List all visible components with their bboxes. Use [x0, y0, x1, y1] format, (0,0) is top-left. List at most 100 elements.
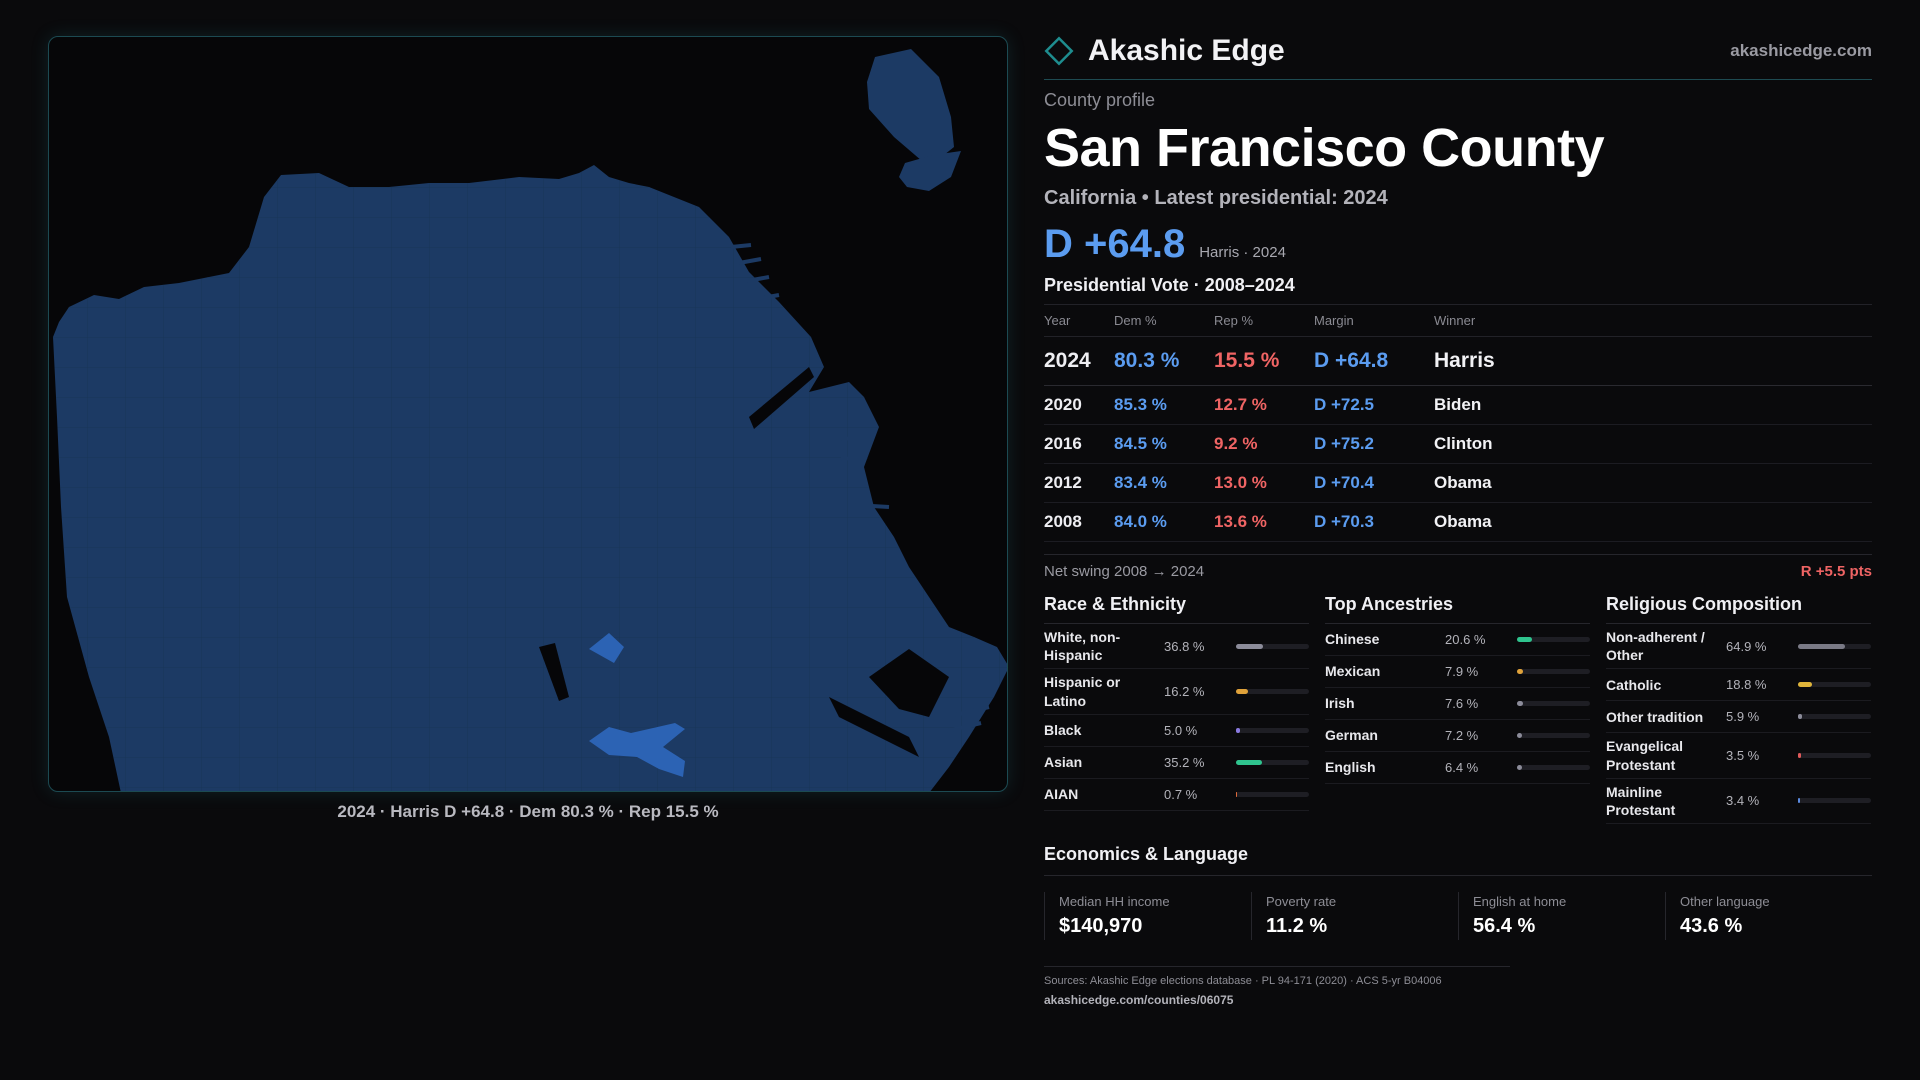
religion-label: Evangelical Protestant	[1606, 738, 1684, 773]
religion-row[interactable]: Catholic 18.8 %	[1606, 669, 1871, 702]
table-row[interactable]: 2024 80.3 % 15.5 % D +64.8 Harris	[1044, 336, 1872, 386]
race-value: 35.2 %	[1164, 754, 1205, 770]
religion-row[interactable]: Other tradition 5.9 %	[1606, 701, 1871, 734]
treasure-island-shape[interactable]	[867, 49, 954, 167]
religion-value: 18.8 %	[1726, 677, 1767, 693]
econ-value: 56.4 %	[1473, 915, 1536, 938]
ancestry-label: Irish	[1325, 695, 1355, 712]
religion-label: Catholic	[1606, 676, 1662, 693]
religion-bar	[1798, 798, 1871, 804]
race-value: 0.7 %	[1164, 786, 1198, 802]
race-row[interactable]: Black 5.0 %	[1044, 715, 1309, 747]
headline-note: Harris · 2024	[1199, 244, 1286, 261]
ancestry-label: German	[1325, 727, 1378, 744]
winner-cell: Clinton	[1434, 424, 1872, 464]
religion-bar	[1798, 714, 1871, 720]
race-label: White, non-Hispanic	[1044, 629, 1121, 664]
brand[interactable]: Akashic Edge	[1044, 34, 1285, 68]
county-map[interactable]	[49, 37, 1008, 792]
religion-label: Non-adherent / Other	[1606, 629, 1705, 664]
header: Akashic Edge akashicedge.com	[1044, 30, 1872, 80]
econ-stat: Other language 43.6 %	[1665, 892, 1872, 941]
ancestry-row[interactable]: Chinese 20.6 %	[1325, 624, 1590, 656]
race-label: Hispanic or Latino	[1044, 674, 1121, 709]
table-row[interactable]: 2020 85.3 % 12.7 % D +72.5 Biden	[1044, 385, 1872, 425]
diamond-logo-icon	[1044, 36, 1074, 65]
race-row[interactable]: Asian 35.2 %	[1044, 747, 1309, 779]
rep-cell: 13.0 %	[1214, 463, 1314, 503]
ancestry-bar-fill	[1517, 765, 1522, 770]
year-cell: 2024	[1044, 336, 1114, 386]
highlight-tract[interactable]	[589, 633, 624, 663]
religion-title: Religious Composition	[1606, 594, 1871, 624]
column-header: Year	[1044, 304, 1114, 337]
religion-bar-fill	[1798, 643, 1846, 649]
ancestry-row[interactable]: English 6.4 %	[1325, 752, 1590, 784]
county-permalink[interactable]: akashicedge.com/counties/06075	[1044, 993, 1234, 1008]
table-row[interactable]: 2012 83.4 % 13.0 % D +70.4 Obama	[1044, 463, 1872, 503]
religion-row[interactable]: Mainline Protestant 3.4 %	[1606, 779, 1871, 825]
econ-stat: Poverty rate 11.2 %	[1251, 892, 1458, 941]
religion-label: Mainline Protestant	[1606, 783, 1676, 818]
page-subtitle: California • Latest presidential: 2024	[1044, 187, 1388, 209]
table-row[interactable]: 2016 84.5 % 9.2 % D +75.2 Clinton	[1044, 424, 1872, 464]
ancestry-bar	[1517, 765, 1590, 770]
religion-bar	[1798, 682, 1871, 688]
race-row[interactable]: AIAN 0.7 %	[1044, 779, 1309, 811]
race-bar	[1236, 727, 1309, 733]
column-header: Rep %	[1214, 304, 1314, 337]
race-label: Black	[1044, 722, 1082, 739]
ancestry-label: Mexican	[1325, 663, 1381, 680]
rep-cell: 13.6 %	[1214, 502, 1314, 542]
bay-inlet	[539, 643, 569, 701]
brand-url-link[interactable]: akashicedge.com	[1730, 40, 1872, 60]
economics-title: Economics & Language	[1044, 844, 1872, 877]
brand-name: Akashic Edge	[1088, 33, 1285, 67]
race-bar	[1236, 689, 1309, 695]
religion-row[interactable]: Non-adherent / Other 64.9 %	[1606, 624, 1871, 670]
ancestry-bar-fill	[1517, 701, 1523, 706]
page-title: San Francisco County	[1044, 118, 1605, 178]
ancestry-value: 7.6 %	[1445, 696, 1479, 711]
religion-bar-fill	[1798, 714, 1803, 720]
winner-cell: Obama	[1434, 463, 1872, 503]
net-swing-row: Net swing 2008 → 2024 R +5.5 pts	[1044, 554, 1872, 580]
headline-margin: D +64.8	[1044, 222, 1186, 266]
ancestry-bar-fill	[1517, 733, 1523, 738]
econ-label: Poverty rate	[1266, 894, 1337, 910]
religion-list: Non-adherent / Other 64.9 % Catholic 18.8 %…	[1606, 624, 1871, 825]
ancestry-bar	[1517, 701, 1590, 706]
ancestry-value: 6.4 %	[1445, 760, 1479, 775]
race-row[interactable]: Hispanic or Latino 16.2 %	[1044, 669, 1309, 715]
race-value: 36.8 %	[1164, 638, 1205, 654]
ancestry-row[interactable]: Mexican 7.9 %	[1325, 656, 1590, 688]
econ-label: English at home	[1473, 894, 1567, 910]
year-cell: 2020	[1044, 385, 1114, 425]
ancestry-row[interactable]: Irish 7.6 %	[1325, 688, 1590, 720]
ancestry-value: 7.2 %	[1445, 728, 1479, 743]
table-row[interactable]: 2008 84.0 % 13.6 % D +70.3 Obama	[1044, 502, 1872, 542]
dem-cell: 85.3 %	[1114, 385, 1214, 425]
rep-cell: 9.2 %	[1214, 424, 1314, 464]
table-header-row: Year Dem % Rep % Margin Winner	[1044, 304, 1872, 337]
ancestry-row[interactable]: German 7.2 %	[1325, 720, 1590, 752]
swing-value: R +5.5 pts	[1800, 563, 1872, 580]
swing-label: Net swing 2008 → 2024	[1044, 563, 1205, 580]
margin-cell: D +64.8	[1314, 336, 1434, 386]
highlight-tract[interactable]	[589, 723, 685, 777]
econ-value: 11.2 %	[1266, 915, 1328, 938]
race-bar-fill	[1236, 689, 1248, 695]
race-row[interactable]: White, non-Hispanic 36.8 %	[1044, 624, 1309, 670]
ancestry-section: Top Ancestries Chinese 20.6 % Mexican 7.9 %…	[1325, 594, 1590, 824]
religion-value: 3.4 %	[1726, 793, 1760, 809]
race-value: 16.2 %	[1164, 684, 1205, 700]
econ-label: Other language	[1680, 894, 1770, 910]
religion-bar	[1798, 643, 1871, 649]
county-map-panel[interactable]	[48, 36, 1008, 792]
column-header: Dem %	[1114, 304, 1214, 337]
county-profile-panel: Akashic Edge akashicedge.com County prof…	[1044, 30, 1872, 1007]
ancestry-label: English	[1325, 759, 1376, 776]
religion-row[interactable]: Evangelical Protestant 3.5 %	[1606, 733, 1871, 779]
yerba-buena-shape[interactable]	[899, 151, 961, 191]
margin-cell: D +70.4	[1314, 463, 1434, 503]
